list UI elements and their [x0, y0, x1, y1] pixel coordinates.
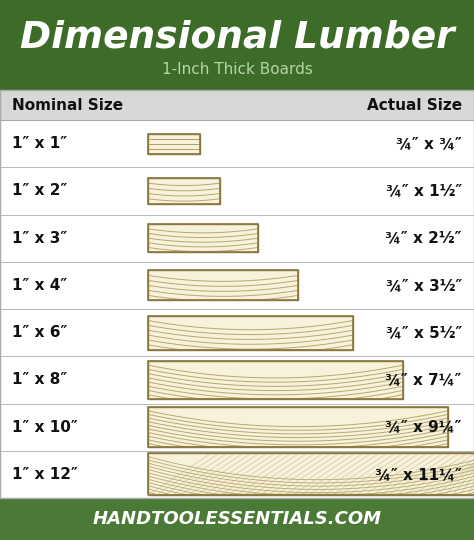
Text: 1″ x 10″: 1″ x 10″ — [12, 420, 78, 435]
Bar — [148, 178, 220, 204]
Bar — [148, 407, 448, 447]
Bar — [0, 90, 474, 120]
Bar — [148, 315, 353, 349]
Bar — [148, 224, 258, 252]
Text: 1″ x 2″: 1″ x 2″ — [12, 184, 67, 198]
Bar — [148, 454, 474, 495]
Bar — [148, 361, 403, 399]
Bar — [0, 90, 474, 498]
Bar — [148, 271, 298, 300]
Bar — [148, 271, 298, 300]
Text: ¾″ x 5½″: ¾″ x 5½″ — [386, 325, 462, 340]
Text: HANDTOOLESSENTIALS.COM: HANDTOOLESSENTIALS.COM — [92, 510, 382, 528]
Bar — [0, 451, 474, 498]
Text: Actual Size: Actual Size — [367, 98, 462, 112]
Bar — [148, 178, 220, 204]
Bar — [148, 133, 200, 153]
Bar — [0, 403, 474, 451]
Bar — [0, 120, 474, 167]
Text: ¾″ x 1½″: ¾″ x 1½″ — [386, 184, 462, 198]
Text: 1″ x 4″: 1″ x 4″ — [12, 278, 67, 293]
Text: ¾″ x 2½″: ¾″ x 2½″ — [385, 231, 462, 246]
Text: 1″ x 3″: 1″ x 3″ — [12, 231, 67, 246]
Bar — [148, 224, 258, 252]
Bar — [148, 407, 448, 447]
Text: ¾″ x 7¼″: ¾″ x 7¼″ — [385, 373, 462, 387]
Bar — [0, 214, 474, 262]
Text: 1″ x 1″: 1″ x 1″ — [12, 136, 67, 151]
Bar — [0, 498, 474, 540]
Bar — [0, 0, 474, 90]
Bar — [148, 361, 403, 399]
Bar — [0, 356, 474, 403]
Bar — [0, 309, 474, 356]
Bar — [148, 133, 200, 153]
Text: 1″ x 12″: 1″ x 12″ — [12, 467, 78, 482]
Text: ¾″ x 9¼″: ¾″ x 9¼″ — [385, 420, 462, 435]
Text: 1-Inch Thick Boards: 1-Inch Thick Boards — [162, 63, 312, 78]
Text: 1″ x 8″: 1″ x 8″ — [12, 373, 67, 387]
Bar — [0, 167, 474, 214]
Text: ¾″ x ¾″: ¾″ x ¾″ — [396, 136, 462, 151]
Bar — [148, 315, 353, 349]
Text: ¾″ x 3½″: ¾″ x 3½″ — [386, 278, 462, 293]
Bar — [0, 262, 474, 309]
Text: 1″ x 6″: 1″ x 6″ — [12, 325, 67, 340]
Text: ¾″ x 11¼″: ¾″ x 11¼″ — [375, 467, 462, 482]
Text: Dimensional Lumber: Dimensional Lumber — [20, 20, 454, 56]
Text: Nominal Size: Nominal Size — [12, 98, 123, 112]
Bar — [148, 454, 474, 495]
